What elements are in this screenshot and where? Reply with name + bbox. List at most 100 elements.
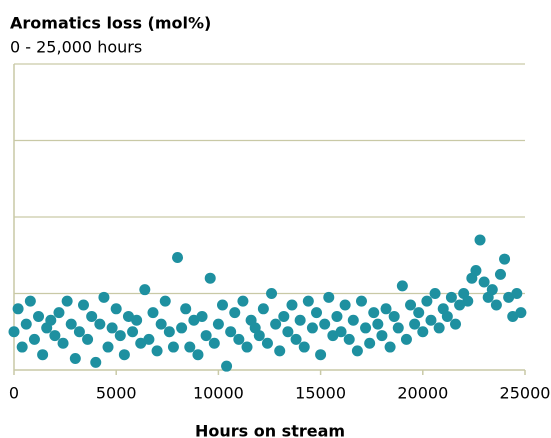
scatter-point xyxy=(167,341,179,353)
scatter-point xyxy=(139,284,151,296)
scatter-point xyxy=(302,295,314,307)
scatter-point xyxy=(110,303,122,315)
scatter-point xyxy=(274,345,286,357)
scatter-point xyxy=(380,303,392,315)
scatter-point xyxy=(478,276,490,288)
scatter-point xyxy=(405,299,417,311)
scatter-point xyxy=(127,326,139,338)
scatter-point xyxy=(98,291,110,303)
scatter-point xyxy=(494,268,506,280)
scatter-point xyxy=(24,295,36,307)
x-tick-label: 5000 xyxy=(96,384,137,403)
scatter-point xyxy=(360,322,372,334)
scatter-point xyxy=(511,288,523,299)
scatter-point xyxy=(490,299,502,311)
scatter-point xyxy=(335,326,347,338)
scatter-point xyxy=(306,322,318,334)
scatter-point xyxy=(28,333,40,345)
scatter-point xyxy=(311,307,323,319)
scatter-point xyxy=(155,318,167,330)
x-tick-label: 10000 xyxy=(193,384,244,403)
scatter-point xyxy=(286,299,298,311)
scatter-point xyxy=(77,299,89,311)
scatter-point xyxy=(221,360,233,372)
scatter-point xyxy=(454,299,466,311)
scatter-point xyxy=(20,318,32,330)
scatter-point xyxy=(86,310,98,322)
scatter-point xyxy=(208,337,220,349)
scatter-point xyxy=(319,318,331,330)
scatter-point xyxy=(37,349,49,361)
scatter-point xyxy=(45,314,57,326)
scatter-point xyxy=(163,326,175,338)
scatter-point xyxy=(409,318,421,330)
scatter-point xyxy=(421,295,433,307)
scatter-point xyxy=(417,326,429,338)
scatter-point xyxy=(331,310,343,322)
scatter-point xyxy=(53,307,65,319)
scatter-point xyxy=(323,291,335,303)
scatter-point xyxy=(413,307,425,319)
scatter-point xyxy=(339,299,351,311)
scatter-point xyxy=(441,310,453,322)
scatter-point xyxy=(122,310,134,322)
scatter-point xyxy=(368,307,380,319)
scatter-point xyxy=(515,307,527,319)
scatter-point xyxy=(184,341,196,353)
scatter-point xyxy=(225,326,237,338)
x-tick-label: 20000 xyxy=(397,384,448,403)
scatter-point xyxy=(388,310,400,322)
scatter-point xyxy=(57,337,69,349)
scatter-point xyxy=(499,253,511,265)
scatter-point xyxy=(147,307,159,319)
scatter-point xyxy=(118,349,130,361)
scatter-point xyxy=(143,333,155,345)
scatter-point xyxy=(257,303,269,315)
scatter-point xyxy=(327,330,339,342)
x-tick-label: 15000 xyxy=(295,384,346,403)
scatter-point xyxy=(61,295,73,307)
scatter-point xyxy=(396,280,408,292)
scatter-point xyxy=(266,288,278,299)
chart-subtitle: 0 - 25,000 hours xyxy=(10,38,142,57)
scatter-point xyxy=(470,265,482,277)
scatter-point xyxy=(8,326,20,338)
scatter-point xyxy=(241,341,253,353)
scatter-point xyxy=(278,310,290,322)
x-axis-label: Hours on stream xyxy=(195,422,345,438)
scatter-point xyxy=(102,341,114,353)
scatter-point xyxy=(212,318,224,330)
scatter-point xyxy=(392,322,404,334)
x-tick-label: 0 xyxy=(9,384,19,403)
scatter-point xyxy=(131,314,143,326)
scatter-point xyxy=(315,349,327,361)
scatter-point xyxy=(94,318,106,330)
scatter-point xyxy=(347,314,359,326)
scatter-point xyxy=(364,337,376,349)
scatter-point xyxy=(425,314,437,326)
scatter-point xyxy=(294,314,306,326)
scatter-point xyxy=(282,326,294,338)
scatter-point xyxy=(82,333,94,345)
scatter-point xyxy=(69,353,81,365)
scatter-point xyxy=(159,295,171,307)
chart-title: Aromatics loss (mol%) xyxy=(10,14,211,33)
scatter-point xyxy=(204,272,216,284)
x-tick-label: 25000 xyxy=(500,384,551,403)
scatter-point xyxy=(229,307,241,319)
scatter-point xyxy=(486,284,498,296)
scatter-point xyxy=(237,295,249,307)
scatter-point xyxy=(151,345,163,357)
scatter-point xyxy=(462,295,474,307)
scatter-point xyxy=(290,333,302,345)
scatter-point xyxy=(200,330,212,342)
scatter-point xyxy=(73,326,85,338)
scatter-point xyxy=(298,341,310,353)
scatter-point xyxy=(270,318,282,330)
scatter-point xyxy=(253,330,265,342)
scatter-point xyxy=(16,341,28,353)
scatter-point xyxy=(372,318,384,330)
scatter-point xyxy=(12,303,24,315)
scatter-point xyxy=(135,337,147,349)
